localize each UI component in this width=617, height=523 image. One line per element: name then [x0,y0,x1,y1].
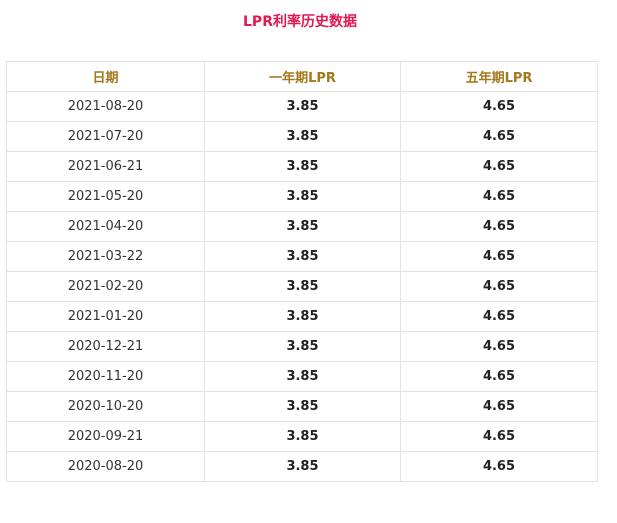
cell-five-year-lpr: 4.65 [400,211,598,242]
table-row: 2021-01-20 3.85 4.65 [6,301,598,332]
table-header-row: 日期 一年期LPR 五年期LPR [6,61,598,92]
cell-date: 2021-05-20 [6,181,205,212]
cell-one-year-lpr: 3.85 [204,151,401,182]
cell-one-year-lpr: 3.85 [204,421,401,452]
cell-five-year-lpr: 4.65 [400,241,598,272]
cell-five-year-lpr: 4.65 [400,301,598,332]
table-row: 2021-08-20 3.85 4.65 [6,91,598,122]
table-row: 2021-02-20 3.85 4.65 [6,271,598,302]
cell-date: 2021-07-20 [6,121,205,152]
page-title: LPR利率历史数据 [243,14,357,30]
table-row: 2021-06-21 3.85 4.65 [6,151,598,182]
lpr-history-table: 日期 一年期LPR 五年期LPR 2021-08-20 3.85 4.65 2021-… [6,61,598,482]
table-row: 2021-07-20 3.85 4.65 [6,121,598,152]
cell-one-year-lpr: 3.85 [204,331,401,362]
table-row: 2020-09-21 3.85 4.65 [6,421,598,452]
cell-date: 2021-03-22 [6,241,205,272]
cell-one-year-lpr: 3.85 [204,241,401,272]
table-row: 2020-11-20 3.85 4.65 [6,361,598,392]
table-row: 2020-08-20 3.85 4.65 [6,451,598,482]
column-header-one-year-lpr: 一年期LPR [204,61,401,92]
table-row: 2021-03-22 3.85 4.65 [6,241,598,272]
cell-date: 2021-06-21 [6,151,205,182]
table-row: 2020-10-20 3.85 4.65 [6,391,598,422]
cell-five-year-lpr: 4.65 [400,151,598,182]
cell-five-year-lpr: 4.65 [400,271,598,302]
table-body: 2021-08-20 3.85 4.65 2021-07-20 3.85 4.65 2021… [6,91,598,482]
cell-date: 2021-02-20 [6,271,205,302]
cell-one-year-lpr: 3.85 [204,451,401,482]
cell-one-year-lpr: 3.85 [204,121,401,152]
cell-date: 2020-12-21 [6,331,205,362]
cell-five-year-lpr: 4.65 [400,331,598,362]
cell-five-year-lpr: 4.65 [400,121,598,152]
cell-five-year-lpr: 4.65 [400,391,598,422]
cell-five-year-lpr: 4.65 [400,361,598,392]
cell-five-year-lpr: 4.65 [400,421,598,452]
cell-date: 2020-08-20 [6,451,205,482]
table-row: 2020-12-21 3.85 4.65 [6,331,598,362]
cell-one-year-lpr: 3.85 [204,391,401,422]
cell-date: 2021-04-20 [6,211,205,242]
table-row: 2021-05-20 3.85 4.65 [6,181,598,212]
cell-one-year-lpr: 3.85 [204,271,401,302]
cell-date: 2021-08-20 [6,91,205,122]
cell-one-year-lpr: 3.85 [204,91,401,122]
column-header-five-year-lpr: 五年期LPR [400,61,598,92]
cell-date: 2020-11-20 [6,361,205,392]
cell-five-year-lpr: 4.65 [400,91,598,122]
cell-date: 2020-09-21 [6,421,205,452]
cell-one-year-lpr: 3.85 [204,211,401,242]
cell-date: 2021-01-20 [6,301,205,332]
cell-five-year-lpr: 4.65 [400,181,598,212]
cell-date: 2020-10-20 [6,391,205,422]
table-row: 2021-04-20 3.85 4.65 [6,211,598,242]
cell-one-year-lpr: 3.85 [204,181,401,212]
cell-one-year-lpr: 3.85 [204,361,401,392]
column-header-date: 日期 [6,61,205,92]
cell-one-year-lpr: 3.85 [204,301,401,332]
cell-five-year-lpr: 4.65 [400,451,598,482]
